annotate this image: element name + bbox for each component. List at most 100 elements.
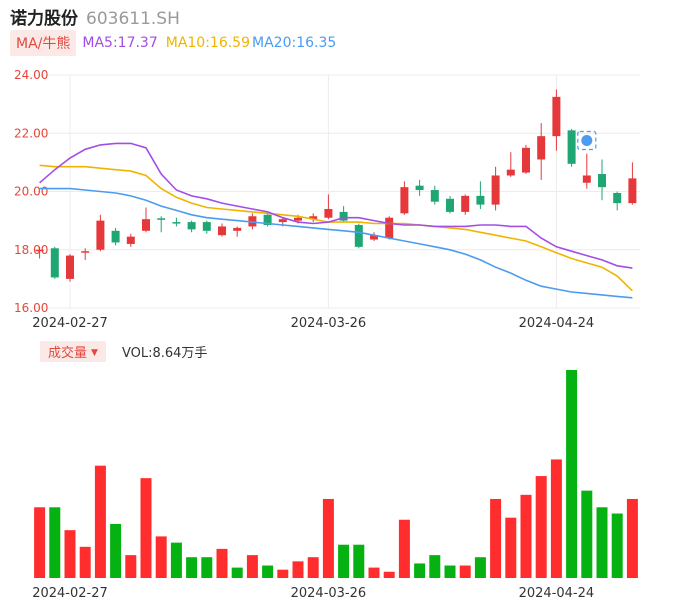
candle-down: [339, 211, 348, 221]
candle-up: [294, 217, 302, 221]
volume-bar-up: [490, 498, 502, 578]
candle-up: [461, 195, 470, 212]
volume-bar-up: [520, 494, 532, 578]
ma-indicator-selector[interactable]: MA/牛熊: [10, 30, 77, 56]
y-tick-label: 22.00: [14, 126, 48, 140]
volume-bar-down: [444, 565, 456, 578]
candle-up: [278, 219, 287, 223]
event-marker-dot: [581, 135, 593, 147]
volume-bar-up: [64, 530, 76, 578]
candle-down: [598, 174, 606, 188]
candle-up: [400, 187, 409, 214]
volume-bar-up: [505, 517, 517, 578]
candle-down: [613, 192, 622, 204]
candle-down: [476, 195, 485, 205]
candle-up: [142, 219, 150, 231]
volume-bar-up: [398, 519, 410, 578]
candle-up: [309, 216, 318, 220]
candle-down: [202, 222, 211, 231]
candle-up: [218, 226, 226, 236]
volume-bar-up: [322, 498, 334, 578]
ma10-legend: MA10:16.59: [165, 35, 251, 51]
candle-up: [81, 251, 90, 253]
y-tick-label: 20.00: [14, 185, 48, 199]
stock-header: 诺力股份 603611.SH: [10, 4, 180, 29]
candle-up: [66, 255, 74, 279]
candle-up: [96, 220, 105, 250]
candle-up: [233, 227, 242, 231]
candle-up: [506, 169, 515, 176]
candle-down: [415, 185, 424, 191]
volume-bar-up: [626, 498, 638, 578]
x-axis-date-label: 2024-04-24: [519, 316, 595, 331]
volume-bar-up: [216, 548, 228, 578]
candle-up: [582, 175, 591, 183]
volume-bar-up: [155, 536, 167, 578]
volume-bar-up: [459, 565, 471, 578]
caret-down-icon: ▼: [91, 347, 98, 358]
candle-down: [111, 230, 120, 243]
volume-x-axis-date-label: 2024-02-27: [32, 586, 108, 601]
stock-code: 603611.SH: [86, 9, 180, 29]
volume-bar-down: [110, 523, 122, 578]
volume-bar-down: [170, 542, 182, 578]
x-axis-date-label: 2024-02-27: [32, 316, 108, 331]
volume-bar-up: [34, 507, 46, 578]
candle-up: [370, 235, 378, 240]
volume-bar-down: [474, 557, 486, 578]
candle-down: [430, 190, 439, 202]
volume-bar-down: [186, 557, 198, 578]
volume-value: VOL:8.64万手: [121, 345, 208, 361]
candle-down: [172, 222, 181, 224]
volume-bar-up: [277, 569, 289, 578]
volume-bar-up: [383, 571, 395, 578]
ma5-line: [39, 142, 633, 269]
volume-bar-up: [94, 465, 106, 578]
volume-bar-up: [368, 567, 380, 578]
event-marker-icon: [577, 130, 597, 151]
candle-down: [446, 198, 454, 212]
ma5-legend: MA5:17.37: [82, 35, 158, 51]
volume-bar-down: [338, 544, 350, 578]
ma20-legend: MA20:16.35: [252, 35, 337, 51]
y-tick-label: 24.00: [14, 68, 48, 82]
candle-down: [567, 130, 576, 164]
volume-bar-up: [79, 546, 91, 578]
volume-bar-up: [140, 478, 152, 578]
candle-up: [552, 96, 561, 137]
volume-bar-down: [201, 557, 213, 578]
candle-up: [385, 217, 394, 239]
candle-down: [263, 214, 272, 225]
ma10-line: [39, 164, 633, 292]
volume-bar-up: [307, 557, 319, 578]
candle-up: [537, 136, 546, 160]
volume-bar-up: [292, 561, 304, 578]
x-axis-date-label: 2024-03-26: [291, 316, 367, 331]
volume-bar-down: [414, 563, 426, 578]
candle-down: [354, 224, 363, 247]
candle-up: [126, 236, 135, 244]
volume-indicator-selector[interactable]: 成交量 ▼: [40, 340, 106, 362]
ma20-line: [39, 187, 633, 299]
candle-up: [522, 147, 530, 173]
stock-name: 诺力股份: [10, 9, 78, 29]
volume-bar-up: [246, 555, 258, 578]
volume-bar-down: [231, 567, 243, 578]
candle-up: [35, 249, 44, 252]
volume-bar-up: [550, 459, 562, 578]
volume-bar-down: [596, 507, 608, 578]
volume-legend: 成交量 ▼ VOL:8.64万手: [40, 340, 208, 362]
volume-label: 成交量: [48, 345, 88, 361]
volume-bar-down: [429, 555, 441, 578]
candle-up: [628, 178, 637, 204]
volume-bar-down: [566, 370, 578, 578]
volume-x-axis-date-label: 2024-03-26: [291, 586, 367, 601]
volume-bar-down: [581, 490, 593, 578]
candle-up: [324, 208, 333, 218]
candle-down: [187, 222, 196, 230]
candle-down: [157, 218, 166, 220]
volume-bar-down: [353, 544, 365, 578]
volume-bar-up: [125, 555, 137, 578]
volume-bar-down: [49, 507, 61, 578]
